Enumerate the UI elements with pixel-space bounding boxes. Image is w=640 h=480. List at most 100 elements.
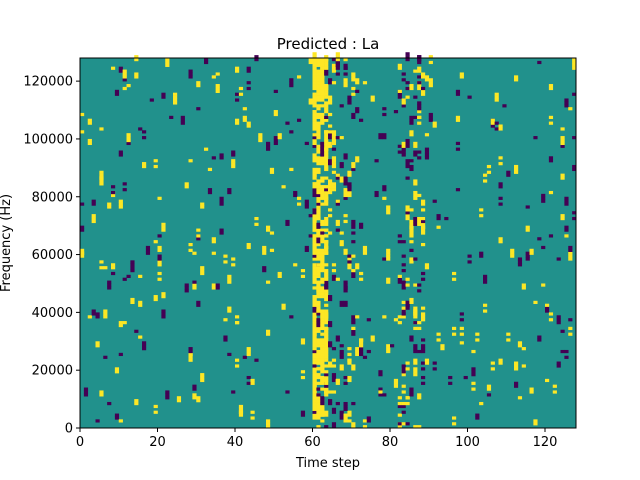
heatmap-cell	[382, 107, 387, 111]
heatmap-cell	[324, 338, 329, 342]
heatmap-cell	[320, 144, 325, 148]
heatmap-cell	[103, 312, 108, 316]
heatmap-cell	[421, 89, 426, 93]
heatmap-cell	[176, 399, 182, 403]
heatmap-cell	[80, 254, 85, 258]
heatmap-cell	[335, 277, 340, 281]
heatmap-cell	[413, 315, 418, 319]
heatmap-cell	[250, 410, 255, 414]
heatmap-cell	[188, 69, 193, 73]
heatmap-cell	[335, 338, 340, 342]
heatmap-cell	[138, 303, 143, 307]
heatmap-cell	[335, 219, 340, 224]
heatmap-cell	[347, 358, 352, 362]
heatmap-cell	[324, 55, 329, 59]
heatmap-cell	[312, 384, 317, 388]
heatmap-cell	[320, 407, 325, 411]
heatmap-cell	[537, 60, 542, 65]
heatmap-cell	[421, 338, 426, 342]
heatmap-cell	[235, 69, 240, 73]
heatmap-cell	[331, 390, 337, 394]
heatmap-cell	[564, 104, 569, 108]
heatmap-cell	[324, 130, 329, 134]
heatmap-cell	[161, 292, 166, 296]
heatmap-cell	[347, 185, 352, 189]
heatmap-cell	[490, 121, 495, 125]
heatmap-cell	[421, 318, 426, 322]
heatmap-cell	[180, 115, 185, 119]
heatmap-cell	[393, 318, 399, 322]
heatmap-cell	[316, 211, 321, 215]
heatmap-cell	[126, 274, 131, 278]
heatmap-cell	[324, 277, 329, 281]
heatmap-cell	[339, 413, 344, 417]
heatmap-cell	[351, 401, 356, 406]
heatmap-cell	[316, 150, 321, 154]
heatmap-cell	[254, 358, 259, 362]
heatmap-cell	[134, 72, 139, 76]
heatmap-cell	[161, 222, 166, 226]
heatmap-cell	[541, 245, 546, 250]
heatmap-cell	[343, 381, 348, 385]
heatmap-cell	[436, 225, 441, 229]
heatmap-cell	[157, 277, 162, 281]
chart-title: Predicted : La	[277, 35, 380, 53]
heatmap-cell	[304, 141, 309, 146]
heatmap-cell	[378, 136, 383, 140]
heatmap-cell	[498, 185, 503, 189]
heatmap-cell	[405, 214, 410, 218]
heatmap-cell	[331, 425, 337, 429]
heatmap-cell	[560, 214, 565, 218]
heatmap-cell	[517, 341, 523, 345]
heatmap-cell	[471, 381, 476, 385]
heatmap-cell	[417, 150, 422, 154]
heatmap-cell	[304, 202, 309, 206]
heatmap-cell	[479, 214, 484, 218]
heatmap-cell	[339, 344, 344, 348]
heatmap-cell	[80, 228, 85, 232]
heatmap-cell	[351, 332, 356, 336]
heatmap-cell	[328, 182, 333, 186]
heatmap-cell	[355, 315, 360, 319]
heatmap-cell	[173, 92, 178, 96]
heatmap-cell	[192, 387, 197, 391]
heatmap-cell	[122, 86, 127, 91]
heatmap-cell	[254, 55, 259, 59]
heatmap-cell	[118, 69, 123, 73]
heatmap-cell	[246, 243, 251, 247]
heatmap-cell	[409, 393, 414, 397]
heatmap-cell	[347, 266, 352, 270]
heatmap-cell	[459, 341, 464, 345]
heatmap-cell	[382, 188, 387, 192]
heatmap-cell	[378, 393, 383, 397]
heatmap-cell	[421, 216, 426, 221]
heatmap-cell	[297, 196, 302, 200]
heatmap-cell	[312, 399, 317, 403]
heatmap-cell	[266, 144, 271, 148]
heatmap-cell	[475, 332, 480, 336]
heatmap-cell	[351, 75, 356, 79]
heatmap-cell	[413, 370, 418, 374]
heatmap-cell	[331, 378, 337, 383]
heatmap-cell	[316, 162, 321, 166]
heatmap-cell	[320, 188, 325, 192]
heatmap-cell	[312, 75, 317, 79]
heatmap-cell	[238, 410, 244, 414]
heatmap-cell	[312, 127, 317, 131]
heatmap-cell	[126, 138, 131, 143]
heatmap-cell	[362, 425, 368, 429]
heatmap-cell	[207, 190, 213, 195]
heatmap-cell	[316, 295, 321, 299]
heatmap-cell	[231, 257, 236, 261]
heatmap-cell	[417, 393, 422, 397]
heatmap-cell	[417, 104, 422, 108]
heatmap-cell	[316, 312, 321, 316]
heatmap-cell	[347, 375, 352, 380]
heatmap-cell	[397, 240, 402, 244]
heatmap-cell	[556, 257, 561, 261]
heatmap-cell	[320, 231, 325, 235]
heatmap-cell	[324, 387, 329, 391]
heatmap-cell	[421, 231, 426, 235]
y-tick-label: 20000	[32, 364, 73, 379]
heatmap-cell	[312, 297, 317, 302]
